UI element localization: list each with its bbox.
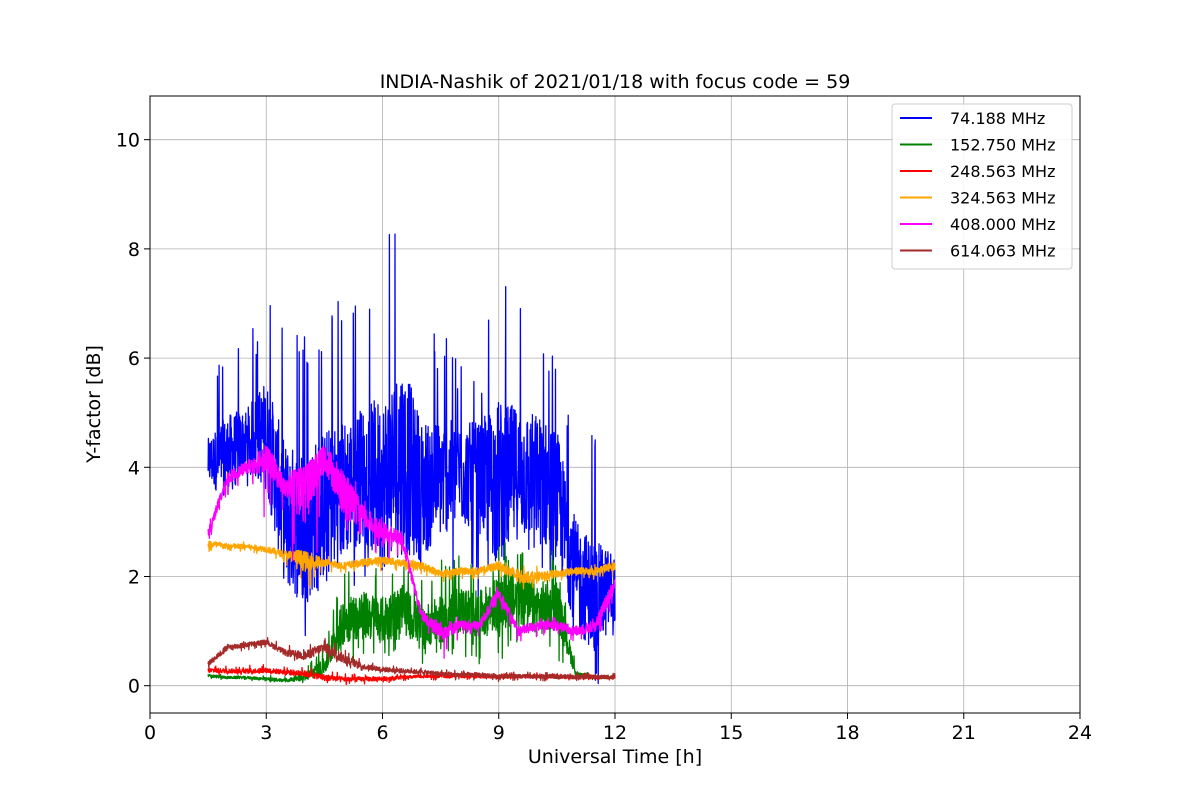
legend-label: 614.063 MHz	[950, 242, 1055, 261]
series-line	[207, 636, 616, 682]
y-tick-label: 2	[128, 566, 140, 588]
series-line	[207, 540, 616, 590]
x-axis-label: Universal Time [h]	[528, 746, 702, 768]
x-tick-label: 6	[376, 722, 388, 744]
series-line	[207, 445, 616, 659]
legend-box	[891, 103, 1073, 270]
series-layer	[207, 233, 616, 686]
x-tick-label: 24	[1068, 722, 1092, 744]
legend: 74.188 MHz 152.750 MHz 248.563 MHz 324.563 …	[891, 103, 1073, 270]
y-tick-label: 10	[116, 130, 140, 152]
legend-label: 74.188 MHz	[950, 109, 1045, 128]
x-tick-label: 3	[260, 722, 272, 744]
series-1	[207, 542, 616, 684]
series-line	[207, 233, 616, 685]
legend-label: 324.563 MHz	[950, 189, 1055, 208]
y-tick-label: 6	[128, 348, 140, 370]
x-tick-label: 15	[719, 722, 743, 744]
x-tick-label: 21	[952, 722, 976, 744]
y-axis: 0 2 4 6 8 10	[116, 130, 150, 698]
x-tick-label: 9	[493, 722, 505, 744]
x-axis: 0 3 6 9 12 15 18 21 24	[144, 713, 1092, 744]
chart-title: INDIA-Nashik of 2021/01/18 with focus co…	[380, 71, 851, 93]
y-tick-label: 8	[128, 239, 140, 261]
series-line	[207, 542, 616, 684]
y-tick-label: 4	[128, 457, 140, 479]
legend-label: 408.000 MHz	[950, 215, 1055, 234]
y-tick-label: 0	[128, 676, 140, 698]
legend-label: 248.563 MHz	[950, 162, 1055, 181]
legend-label: 152.750 MHz	[950, 136, 1055, 155]
series-3	[207, 540, 616, 590]
series-5	[207, 636, 616, 682]
x-tick-label: 12	[603, 722, 627, 744]
x-tick-label: 18	[835, 722, 859, 744]
series-0	[207, 233, 616, 685]
series-4	[207, 445, 616, 659]
y-axis-label: Y-factor [dB]	[83, 345, 105, 464]
x-tick-label: 0	[144, 722, 156, 744]
